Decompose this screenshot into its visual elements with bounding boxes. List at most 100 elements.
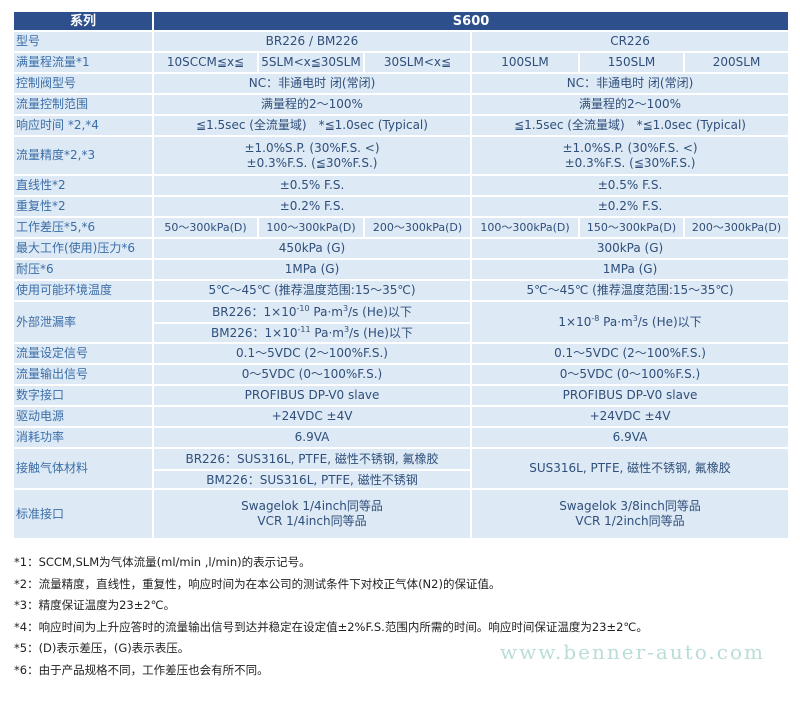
row-label: 控制阀型号: [12, 72, 154, 95]
line: Swagelok 1/4inch同等品: [241, 499, 383, 513]
footnote: *1：SCCM,SLM为气体流量(ml/min ,l/min)的表示记号。: [14, 555, 311, 569]
footnote: *2：流量精度，直线性，重复性，响应时间为在本公司的测试条件下对校正气体(N2)…: [14, 576, 501, 591]
cell: ≦1.5sec (全流量域) *≦1.0sec (Typical): [469, 114, 791, 137]
row-label: 流量输出信号: [12, 363, 154, 386]
cell: 50～300kPa(D): [152, 216, 259, 239]
row-label: 消耗功率: [12, 426, 154, 449]
row-label: 工作差压*5,*6: [12, 216, 154, 239]
line: VCR 1/4inch同等品: [257, 514, 367, 528]
cell: Swagelok 3/8inch同等品 VCR 1/2inch同等品: [469, 488, 791, 540]
table-row: 流量控制范围 满量程的2～100% 满量程的2～100%: [12, 93, 791, 116]
table-row: 外部泄漏率 BR226：1×10-10 Pa·m3/s (He)以下 BM226…: [12, 300, 791, 344]
cell: BR226 / BM226: [152, 30, 472, 53]
cell: 30SLM<x≦: [363, 51, 472, 74]
cell: 0.1～5VDC (2～100%F.S.): [469, 342, 791, 365]
cell: ≦1.5sec (全流量域) *≦1.0sec (Typical): [152, 114, 472, 137]
footnote: *6：由于产品规格不同，工作差压也会有所不同。: [14, 662, 269, 677]
cell: 200～300kPa(D): [363, 216, 472, 239]
table-row: 消耗功率 6.9VA 6.9VA: [12, 426, 791, 449]
cell: Swagelok 1/4inch同等品 VCR 1/4inch同等品: [152, 488, 472, 540]
table-row: 耐压*6 1MPa (G) 1MPa (G): [12, 258, 791, 281]
cell: 5℃～45℃ (推荐温度范围:15～35℃): [152, 279, 472, 302]
table-row: 接触气体材料 BR226：SUS316L, PTFE, 磁性不锈钢, 氟橡胶 BM…: [12, 447, 791, 490]
line: VCR 1/2inch同等品: [575, 514, 685, 528]
table-row: 流量精度*2,*3 ±1.0%S.P. (30%F.S. <) ±0.3%F.S.…: [12, 135, 791, 176]
row-label: 型号: [12, 30, 154, 53]
row-label: 重复性*2: [12, 195, 154, 218]
row-label: 流量精度*2,*3: [12, 135, 154, 176]
table-row: 流量设定信号 0.1～5VDC (2～100%F.S.) 0.1～5VDC (2～1…: [12, 342, 791, 365]
cell: ±0.2% F.S.: [152, 195, 472, 218]
cell: 5SLM<x≦30SLM: [257, 51, 365, 74]
cell: PROFIBUS DP-V0 slave: [152, 384, 472, 407]
line: BR226：SUS316L, PTFE, 磁性不锈钢, 氟橡胶: [155, 450, 469, 471]
series-header: 系列: [12, 10, 154, 32]
cell: NC：非通电时 闭(常闭): [152, 72, 472, 95]
row-label: 直线性*2: [12, 174, 154, 197]
line: BR226：1×10-10 Pa·m3/s (He)以下: [155, 303, 469, 324]
line: ±0.3%F.S. (≦30%F.S.): [564, 155, 696, 170]
table-row: 标准接口 Swagelok 1/4inch同等品 VCR 1/4inch同等品 S…: [12, 488, 791, 540]
cell: 100～300kPa(D): [470, 216, 580, 239]
cell: 10SCCM≦x≦: [152, 51, 259, 74]
cell: 450kPa (G): [152, 237, 472, 260]
cell: ±0.2% F.S.: [469, 195, 791, 218]
series-value: S600: [151, 10, 791, 32]
row-label: 流量控制范围: [12, 93, 154, 116]
cell: 100～300kPa(D): [257, 216, 365, 239]
cell: 200～300kPa(D): [682, 216, 791, 239]
table-row: 数字接口 PROFIBUS DP-V0 slave PROFIBUS DP-V0 s…: [12, 384, 791, 407]
line: BM226：SUS316L, PTFE, 磁性不锈钢: [206, 472, 418, 487]
line: Swagelok 3/8inch同等品: [559, 499, 701, 513]
cell: 0～5VDC (0～100%F.S.): [152, 363, 472, 386]
row-label: 流量设定信号: [12, 342, 154, 365]
table-row: 工作差压*5,*6 50～300kPa(D) 100～300kPa(D) 200～3…: [12, 216, 791, 239]
line: BM226：1×10-11 Pa·m3/s (He)以下: [211, 325, 413, 341]
cell: PROFIBUS DP-V0 slave: [469, 384, 791, 407]
cell: 1MPa (G): [152, 258, 472, 281]
row-label: 外部泄漏率: [12, 300, 154, 344]
cell: +24VDC ±4V: [152, 405, 472, 428]
cell: SUS316L, PTFE, 磁性不锈钢, 氟橡胶: [469, 447, 791, 490]
cell: ±1.0%S.P. (30%F.S. <) ±0.3%F.S. (≦30%F.S.…: [152, 135, 472, 176]
cell: 1MPa (G): [469, 258, 791, 281]
row-label: 使用可能环境温度: [12, 279, 154, 302]
cell: 满量程的2～100%: [152, 93, 472, 116]
cell: ±0.5% F.S.: [469, 174, 791, 197]
cell: 0～5VDC (0～100%F.S.): [469, 363, 791, 386]
row-label: 标准接口: [12, 488, 154, 540]
cell: 1×10-8 Pa·m3/s (He)以下: [469, 300, 791, 344]
watermark: www.benner-auto.com: [500, 640, 765, 664]
cell: 300kPa (G): [469, 237, 791, 260]
table-row: 型号 BR226 / BM226 CR226: [12, 30, 791, 53]
row-label: 响应时间 *2,*4: [12, 114, 154, 137]
table-row: 控制阀型号 NC：非通电时 闭(常闭) NC：非通电时 闭(常闭): [12, 72, 791, 95]
table-row: 流量输出信号 0～5VDC (0～100%F.S.) 0～5VDC (0～100%F…: [12, 363, 791, 386]
cell: BR226：1×10-10 Pa·m3/s (He)以下 BM226：1×10-…: [152, 300, 472, 344]
cell: 6.9VA: [469, 426, 791, 449]
cell: 200SLM: [682, 51, 791, 74]
footnote: *3：精度保证温度为23±2℃。: [14, 598, 176, 612]
row-label: 满量程流量*1: [12, 51, 154, 74]
footnotes: *1：SCCM,SLM为气体流量(ml/min ,l/min)的表示记号。 *2…: [14, 552, 788, 681]
line: ±1.0%S.P. (30%F.S. <): [562, 140, 698, 155]
table-row: 响应时间 *2,*4 ≦1.5sec (全流量域) *≦1.0sec (Typic…: [12, 114, 791, 137]
row-label: 最大工作(使用)压力*6: [12, 237, 154, 260]
table-row: 直线性*2 ±0.5% F.S. ±0.5% F.S.: [12, 174, 791, 197]
cell: +24VDC ±4V: [469, 405, 791, 428]
table-row: 使用可能环境温度 5℃～45℃ (推荐温度范围:15～35℃) 5℃～45℃ (推荐…: [12, 279, 791, 302]
cell: NC：非通电时 闭(常闭): [469, 72, 791, 95]
line: ±1.0%S.P. (30%F.S. <): [244, 140, 380, 155]
cell: 5℃～45℃ (推荐温度范围:15～35℃): [469, 279, 791, 302]
table-row: 最大工作(使用)压力*6 450kPa (G) 300kPa (G): [12, 237, 791, 260]
row-label: 驱动电源: [12, 405, 154, 428]
cell: 0.1～5VDC (2～100%F.S.): [152, 342, 472, 365]
cell: 150SLM: [578, 51, 685, 74]
cell: ±0.5% F.S.: [152, 174, 472, 197]
cell: BR226：SUS316L, PTFE, 磁性不锈钢, 氟橡胶 BM226：SUS…: [152, 447, 472, 490]
document: 系列 S600 型号 BR226 / BM226 CR226 满量程流量*1 10S…: [12, 10, 791, 681]
row-label: 数字接口: [12, 384, 154, 407]
cell: 150～300kPa(D): [578, 216, 685, 239]
cell: 满量程的2～100%: [469, 93, 791, 116]
footnote: *5：(D)表示差压，(G)表示表压。: [14, 641, 190, 655]
